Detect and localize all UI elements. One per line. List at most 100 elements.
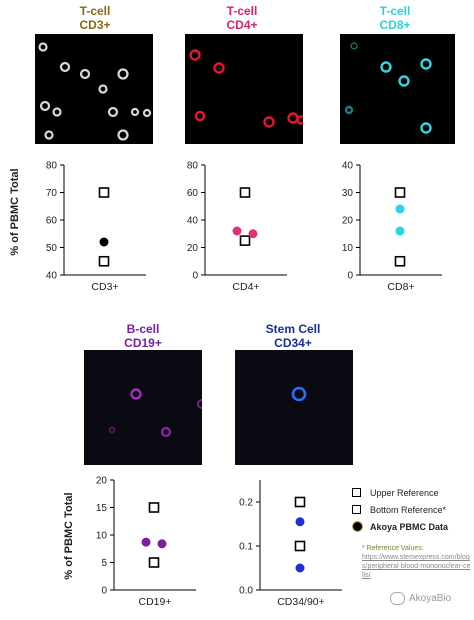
data-point [141,537,151,547]
legend-label-bottom: Bottom Reference* [370,504,447,515]
chart-cd4: 0 20 40 60 80 CD4+ [187,161,287,293]
y-tick-label: 10 [96,531,108,542]
y-axis-label-top: % of PBMC Total [9,168,21,256]
filled-dot-icon [352,521,363,532]
legend-item-akoya: Akoya PBMC Data [352,518,448,535]
chart-cd3: 40 50 60 70 80 CD3+ [46,161,146,293]
y-tick-label: 15 [96,503,108,514]
panel-title-cd3: T-cell CD3+ [40,4,150,32]
panel-title-cd34-line2: CD34+ [274,336,312,350]
x-axis-label: CD34/90+ [277,596,325,608]
micrograph-cd4 [185,34,303,144]
x-axis-label: CD4+ [232,281,259,293]
data-point [295,517,305,527]
y-tick-label: 20 [96,476,108,487]
legend-item-upper: Upper Reference [352,484,448,501]
x-axis-label: CD19+ [139,596,172,608]
panel-title-cd19-line2: CD19+ [124,336,162,350]
reference-marker [394,255,406,267]
micrograph-cd3 [35,34,153,144]
y-tick-label: 40 [187,216,199,227]
chart-cd8: 0 10 20 30 40 CD8+ [342,161,442,293]
micrograph-cd4-image [189,49,303,128]
panel-title-cd4-line2: CD4+ [226,18,258,32]
chart-cd19: 0 5 10 15 20 CD19+ [96,476,196,608]
reference-marker [239,235,251,246]
y-tick-label: 60 [187,188,199,199]
y-tick-label: 80 [46,161,58,172]
reference-marker [148,557,160,568]
reference-marker [394,187,406,198]
data-point [395,204,405,214]
reference-marker [294,496,306,508]
reference-note-title: * Reference Values: [362,545,424,552]
y-axis-label-bottom: % of PBMC Total [63,492,75,580]
micrograph-cd8-image [344,42,432,134]
micrograph-cd19 [84,350,202,465]
reference-note: * Reference Values: https://www.stemexpr… [362,544,472,580]
y-tick-label: 0 [347,271,353,282]
plot-cd4: 0 20 40 60 80 CD4+ [175,160,300,305]
watermark: AkoyaBio [390,592,451,605]
y-tick-label: 40 [342,161,354,172]
data-point [248,229,258,239]
plot-cd8: 0 10 20 30 40 CD8+ [330,160,455,305]
plot-cd19: 0 5 10 15 20 CD19+ [84,475,204,620]
y-tick-label: 20 [342,216,354,227]
data-point [157,539,167,549]
data-point [232,226,242,236]
plot-cd34: 0.0 0.1 0.2 CD34/90+ [230,475,355,620]
data-point [295,563,305,573]
panel-title-cd4: T-cell CD4+ [187,4,297,32]
panel-title-cd8: T-cell CD8+ [340,4,450,32]
reference-link[interactable]: https://www.stemexpress.com/blogs/periph… [362,554,471,579]
open-square-icon [352,505,361,514]
reference-marker [98,255,110,267]
micrograph-cd8 [340,34,455,144]
legend-label-akoya: Akoya PBMC Data [370,521,449,532]
reference-marker [98,187,110,198]
legend-label-upper: Upper Reference [370,487,439,498]
panel-title-cd3-line1: T-cell [79,4,111,18]
data-point [395,226,405,236]
panel-title-cd8-line2: CD8+ [379,18,411,32]
micrograph-cd3-image [38,42,152,141]
panel-title-cd19: B-cell CD19+ [88,322,198,350]
reference-marker [148,502,160,513]
x-axis-label: CD8+ [387,281,414,293]
panel-title-cd19-line1: B-cell [126,322,160,336]
watermark-text: AkoyaBio [409,593,452,604]
micrograph-cd19-image [108,388,202,438]
y-tick-label: 10 [342,243,354,254]
chart-cd34: 0.0 0.1 0.2 CD34/90+ [239,480,342,608]
y-tick-label: 50 [46,243,58,254]
chat-bubble-icon [390,592,405,605]
y-tick-label: 20 [187,243,199,254]
panel-title-cd3-line2: CD3+ [79,18,111,32]
data-point [99,237,109,247]
y-tick-label: 60 [46,216,58,227]
reference-marker [294,540,306,552]
reference-marker [239,187,251,198]
legend-item-bottom: Bottom Reference* [352,501,448,518]
open-square-icon [352,488,361,497]
y-tick-label: 80 [187,161,199,172]
y-tick-label: 5 [101,558,107,569]
y-tick-label: 40 [46,271,58,282]
panel-title-cd4-line1: T-cell [226,4,258,18]
plot-cd3: 40 50 60 70 80 CD3+ [34,160,154,305]
panel-title-cd34-line1: Stem Cell [265,322,321,336]
y-tick-label: 0.1 [239,542,253,553]
y-tick-label: 30 [342,188,354,199]
y-tick-label: 0.2 [239,498,253,509]
panel-title-cd8-line1: T-cell [379,4,411,18]
x-axis-label: CD3+ [91,281,118,293]
y-tick-label: 0.0 [239,586,253,597]
y-tick-label: 0 [101,586,107,597]
y-tick-label: 70 [46,188,58,199]
micrograph-cd34-image [291,386,307,402]
micrograph-cd34 [235,350,353,465]
y-tick-label: 0 [192,271,198,282]
panel-title-cd34: Stem Cell CD34+ [233,322,353,350]
legend: Upper Reference Bottom Reference* Akoya … [352,484,448,535]
